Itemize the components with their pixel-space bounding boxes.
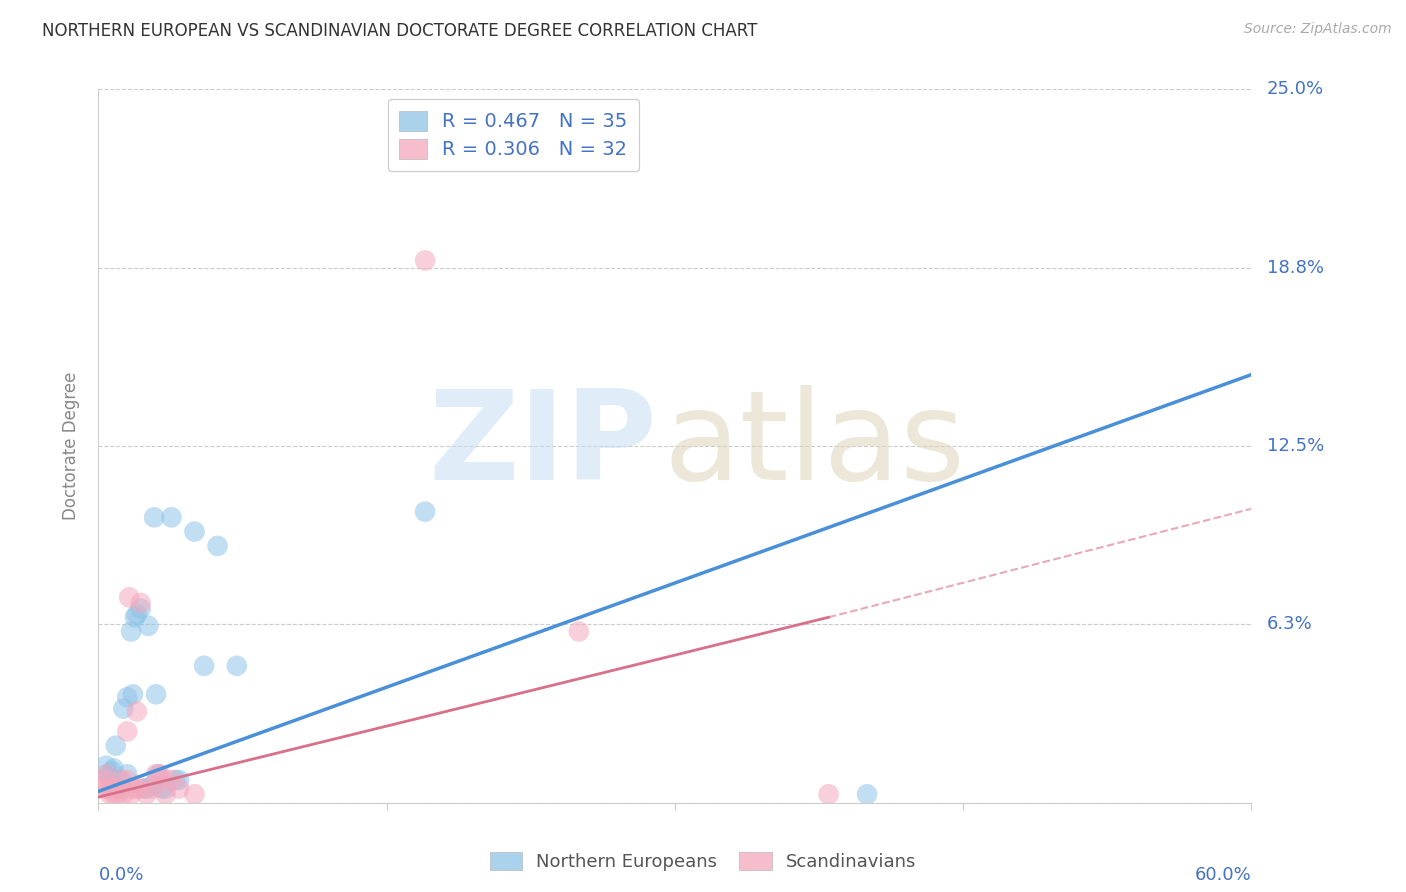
Point bbox=[125, 781, 148, 796]
Point bbox=[124, 610, 146, 624]
Point bbox=[93, 772, 115, 787]
Point bbox=[146, 767, 169, 781]
Point bbox=[125, 607, 148, 622]
Point bbox=[135, 781, 157, 796]
Point bbox=[160, 510, 183, 524]
Point bbox=[117, 772, 138, 787]
Point bbox=[122, 781, 145, 796]
Point bbox=[413, 253, 436, 268]
Point bbox=[193, 658, 215, 673]
Point bbox=[110, 772, 132, 787]
Point bbox=[129, 596, 152, 610]
Point bbox=[98, 770, 121, 784]
Point bbox=[97, 767, 120, 781]
Point bbox=[131, 781, 153, 796]
Point bbox=[120, 787, 142, 801]
Point bbox=[91, 781, 114, 796]
Point bbox=[101, 781, 124, 796]
Text: 12.5%: 12.5% bbox=[1267, 437, 1324, 455]
Point bbox=[129, 601, 152, 615]
Point bbox=[856, 787, 879, 801]
Text: 0.0%: 0.0% bbox=[98, 865, 143, 884]
Point bbox=[101, 764, 124, 779]
Text: 60.0%: 60.0% bbox=[1195, 865, 1251, 884]
Point bbox=[817, 787, 839, 801]
Point bbox=[568, 624, 591, 639]
Text: Source: ZipAtlas.com: Source: ZipAtlas.com bbox=[1244, 22, 1392, 37]
Point bbox=[155, 781, 177, 796]
Text: 25.0%: 25.0% bbox=[1267, 80, 1324, 98]
Point bbox=[150, 772, 173, 787]
Point bbox=[167, 781, 190, 796]
Point bbox=[150, 781, 173, 796]
Point bbox=[413, 505, 436, 519]
Point bbox=[145, 687, 167, 701]
Point bbox=[110, 781, 132, 796]
Point bbox=[97, 781, 120, 796]
Point bbox=[112, 701, 135, 715]
Point bbox=[103, 762, 125, 776]
Point bbox=[183, 787, 205, 801]
Point bbox=[141, 779, 163, 793]
Point bbox=[104, 739, 127, 753]
Point bbox=[145, 767, 167, 781]
Point bbox=[149, 767, 172, 781]
Point bbox=[141, 781, 163, 796]
Point bbox=[225, 658, 247, 673]
Point bbox=[107, 781, 129, 796]
Text: 18.8%: 18.8% bbox=[1267, 259, 1323, 277]
Text: ZIP: ZIP bbox=[429, 385, 658, 507]
Text: NORTHERN EUROPEAN VS SCANDINAVIAN DOCTORATE DEGREE CORRELATION CHART: NORTHERN EUROPEAN VS SCANDINAVIAN DOCTOR… bbox=[42, 22, 758, 40]
Legend: Northern Europeans, Scandinavians: Northern Europeans, Scandinavians bbox=[482, 845, 924, 879]
Point bbox=[107, 787, 129, 801]
Point bbox=[155, 787, 177, 801]
Point bbox=[207, 539, 229, 553]
Point bbox=[183, 524, 205, 539]
Point bbox=[134, 781, 156, 796]
Text: atlas: atlas bbox=[664, 385, 966, 507]
Point bbox=[94, 767, 117, 781]
Point bbox=[120, 624, 142, 639]
Point bbox=[94, 758, 117, 772]
Point bbox=[103, 787, 125, 801]
Text: 6.3%: 6.3% bbox=[1267, 615, 1312, 633]
Point bbox=[167, 772, 190, 787]
Point bbox=[122, 687, 145, 701]
Y-axis label: Doctorate Degree: Doctorate Degree bbox=[62, 372, 80, 520]
Legend: R = 0.467   N = 35, R = 0.306   N = 32: R = 0.467 N = 35, R = 0.306 N = 32 bbox=[388, 99, 640, 171]
Point bbox=[112, 787, 135, 801]
Point bbox=[160, 772, 183, 787]
Point bbox=[118, 591, 141, 605]
Point bbox=[138, 619, 160, 633]
Point bbox=[117, 724, 138, 739]
Point bbox=[98, 787, 121, 801]
Point bbox=[143, 510, 166, 524]
Point bbox=[117, 767, 138, 781]
Point bbox=[104, 781, 127, 796]
Point bbox=[125, 705, 148, 719]
Point bbox=[117, 690, 138, 705]
Point bbox=[135, 787, 157, 801]
Point bbox=[108, 772, 131, 787]
Point bbox=[165, 772, 187, 787]
